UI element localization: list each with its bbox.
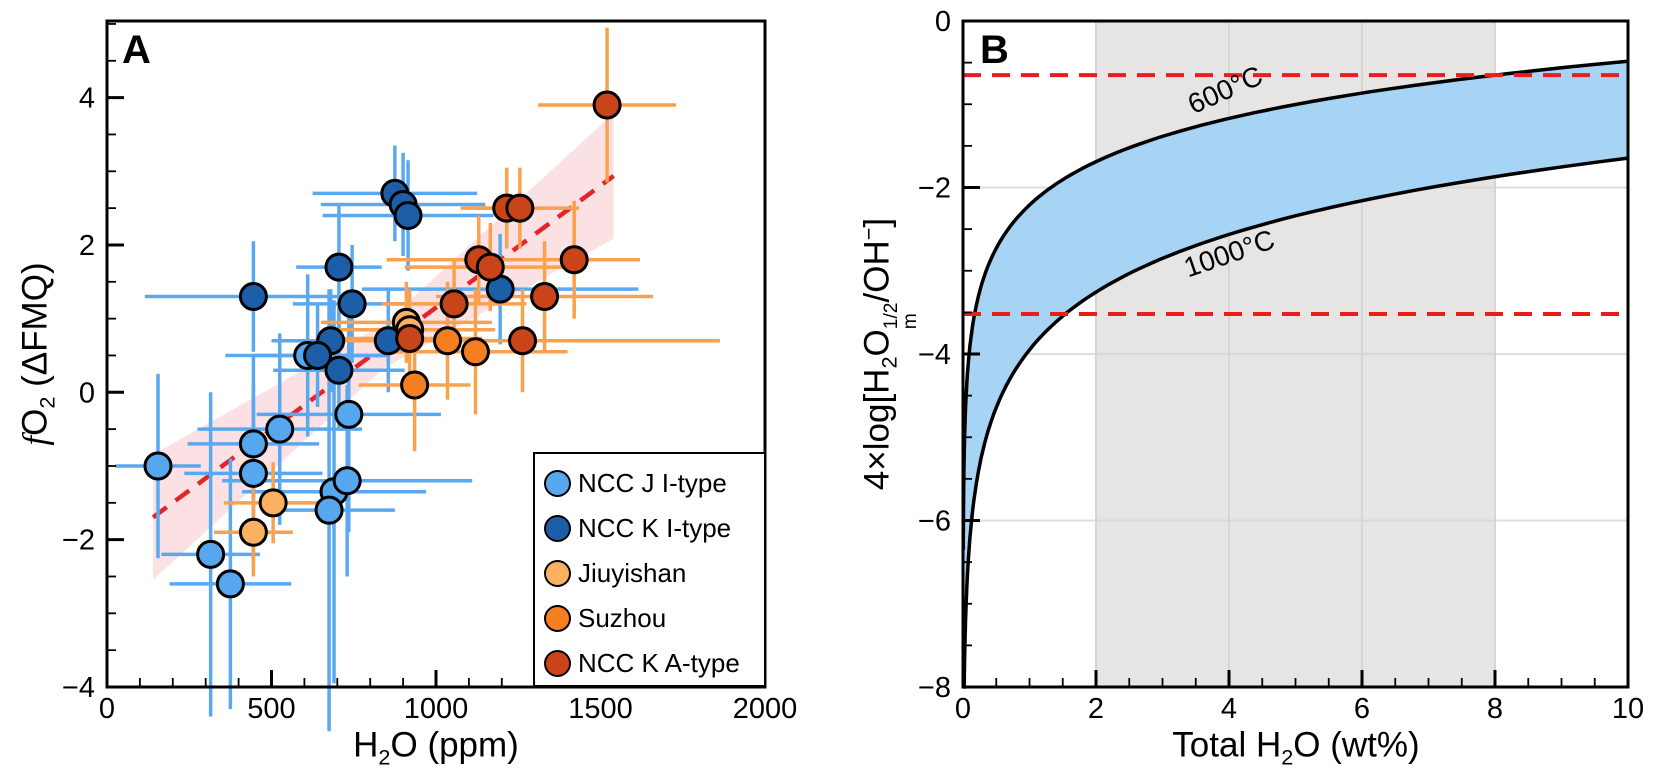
data-point <box>559 245 589 275</box>
panel-b-y-tick-label: 0 <box>935 6 951 38</box>
markers-ncc-k-a-type <box>395 90 622 356</box>
panel-a-letter: A <box>122 28 151 72</box>
legend-item: Suzhou <box>544 596 764 641</box>
data-point <box>303 340 333 370</box>
data-point <box>238 458 268 488</box>
data-point <box>215 569 245 599</box>
panel-a-y-tick-label: 0 <box>79 377 95 409</box>
panel-b-x-tick-label: 4 <box>1221 693 1237 725</box>
data-point <box>460 337 490 367</box>
panel-b-letter: B <box>980 28 1009 72</box>
data-point <box>505 193 535 223</box>
data-point <box>143 451 173 481</box>
legend-marker-icon <box>544 515 571 542</box>
legend-marker-icon <box>544 650 571 677</box>
panel-a-y-tick-label: 4 <box>79 83 95 115</box>
legend-item: NCC K A-type <box>544 641 764 686</box>
panel-a-x-tick-label: 500 <box>247 693 295 725</box>
data-point <box>332 466 362 496</box>
panel-a-x-tick-label: 0 <box>99 693 115 725</box>
data-point <box>395 324 425 354</box>
data-point <box>324 355 354 385</box>
panel-a-y-tick-label: −4 <box>62 672 95 704</box>
data-point <box>258 488 288 518</box>
panel-b-y-tick-label: −4 <box>918 339 951 371</box>
data-point <box>433 326 463 356</box>
panel-a-x-tick-label: 1500 <box>568 693 633 725</box>
data-point <box>238 282 268 312</box>
legend-marker-icon <box>544 605 571 632</box>
legend: NCC J I-type NCC K I-type Jiuyishan Suzhou N… <box>533 452 766 687</box>
panel-b-y-tick-label: −2 <box>918 173 951 205</box>
speciation-band-fill <box>963 61 1628 687</box>
panel-b-y-axis-label: 4×log[H2O 1/2 m/OH−] <box>856 217 921 491</box>
data-point <box>265 414 295 444</box>
data-point <box>475 252 505 282</box>
panel-b-x-tick-label: 8 <box>1487 693 1503 725</box>
panel-b-axes: 0 2 4 6 8 10 0 −2 −4 −6 −8 <box>918 6 1644 725</box>
panel-a-x-tick-label: 1000 <box>404 693 469 725</box>
legend-marker-icon <box>544 560 571 587</box>
data-point <box>530 282 560 312</box>
panel-b-y-tick-label: −8 <box>918 672 951 704</box>
panel-b-x-tick-label: 2 <box>1088 693 1104 725</box>
data-point <box>393 200 423 230</box>
panel-b-y-tick-label: −6 <box>918 506 951 538</box>
panel-a-x-axis-label: H2O (ppm) <box>353 725 519 770</box>
data-point <box>508 326 538 356</box>
legend-marker-icon <box>544 470 571 497</box>
data-point <box>400 370 430 400</box>
markers-ncc-k-i-type <box>238 178 515 385</box>
panel-a-y-axis-label: fO2 (ΔFMQ) <box>15 262 60 446</box>
data-point <box>592 90 622 120</box>
data-point <box>334 399 364 429</box>
data-point <box>337 289 367 319</box>
legend-item: NCC J I-type <box>544 461 764 506</box>
legend-label: Suzhou <box>578 603 667 633</box>
panel-a-y-tick-label: −2 <box>62 525 95 557</box>
legend-item: Jiuyishan <box>544 551 764 596</box>
panel-b-x-tick-label: 10 <box>1612 693 1644 725</box>
legend-label: NCC J I-type <box>578 468 727 498</box>
panel-a-axes: 0 500 1000 1500 2000 −4 −2 0 2 4 <box>62 19 798 725</box>
panel-b-x-axis-label: Total H2O (wt%) <box>1172 725 1420 770</box>
curve-1000°C <box>962 156 1629 689</box>
markers-suzhou <box>400 326 490 400</box>
legend-item: NCC K I-type <box>544 506 764 551</box>
data-point <box>439 289 469 319</box>
data-point <box>196 539 226 569</box>
panel-a-y-tick-label: 2 <box>79 230 95 262</box>
legend-label: Jiuyishan <box>578 558 687 588</box>
data-point <box>238 429 268 459</box>
panel-a-plot-area <box>115 27 720 732</box>
panel-a-x-tick-label: 2000 <box>733 693 798 725</box>
panel-b-x-tick-label: 0 <box>955 693 971 725</box>
panel-b-x-tick-label: 6 <box>1354 693 1370 725</box>
legend-label: NCC K A-type <box>578 648 740 678</box>
legend-label: NCC K I-type <box>578 513 732 543</box>
data-point <box>324 252 354 282</box>
data-point <box>314 495 344 525</box>
data-point <box>238 517 268 547</box>
